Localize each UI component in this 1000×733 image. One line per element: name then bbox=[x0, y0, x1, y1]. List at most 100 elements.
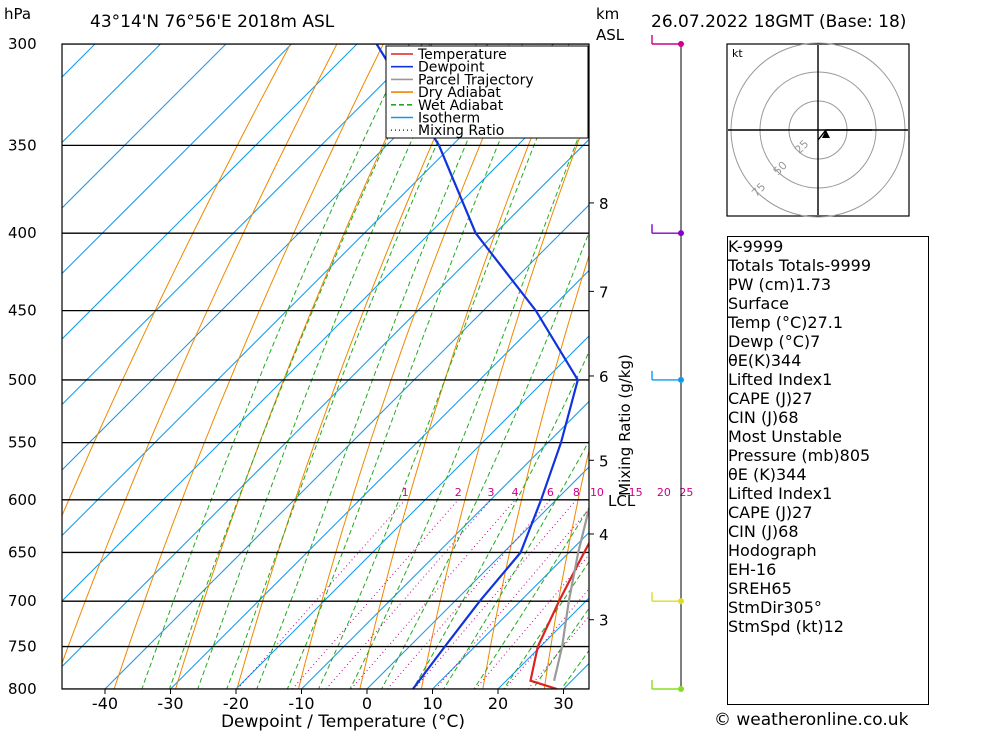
most-unstable-row: θE (K)344 bbox=[728, 465, 928, 484]
wet-adiabat-line bbox=[349, 108, 589, 689]
mixing-ratio-line bbox=[413, 499, 577, 689]
km-tick-label: 3 bbox=[599, 612, 609, 630]
km-tick-label: 6 bbox=[599, 368, 609, 386]
temperature-tick-label: -10 bbox=[288, 694, 314, 713]
km-tick-label: 7 bbox=[599, 283, 609, 301]
temperature-tick-label: -20 bbox=[223, 694, 249, 713]
index-row: PW (cm)1.73 bbox=[728, 275, 928, 294]
index-value: -9999 bbox=[824, 256, 872, 275]
plot-frame bbox=[61, 43, 590, 690]
temperature-tick-label: -30 bbox=[157, 694, 183, 713]
hodograph-param-label: SREH bbox=[728, 579, 772, 598]
surface-value: 344 bbox=[770, 351, 802, 370]
dry-adiabat-line bbox=[543, 448, 589, 689]
mixing-ratio-line bbox=[350, 499, 516, 689]
mixing-ratio-label: 20 bbox=[657, 486, 671, 499]
surface-row: Lifted Index1 bbox=[728, 370, 928, 389]
mixing-ratio-line bbox=[435, 508, 589, 689]
isotherm-line bbox=[170, 269, 589, 689]
most-unstable-value: 1 bbox=[822, 484, 833, 503]
isotherm-line bbox=[62, 44, 227, 209]
surface-label: Lifted Index bbox=[728, 370, 823, 389]
pressure-unit-label: hPa bbox=[4, 5, 32, 23]
km-tick-label: 5 bbox=[599, 452, 609, 470]
legend-entry-label: Wet Adiabat bbox=[418, 98, 504, 114]
hodograph-param-row: EH-16 bbox=[728, 560, 928, 579]
series-temperature-line bbox=[529, 541, 589, 689]
pressure-tick-label: 600 bbox=[8, 491, 37, 509]
legend-entry-label: Dry Adiabat bbox=[418, 85, 501, 101]
surface-row: Dewp (°C)7 bbox=[728, 332, 928, 351]
isotherm-line bbox=[432, 531, 589, 689]
wet-adiabat-line bbox=[380, 231, 589, 689]
copyright-credit: © weatheronline.co.uk bbox=[714, 710, 909, 730]
mixing-ratio-label: 1 bbox=[402, 486, 409, 499]
hodograph-param-value: 65 bbox=[771, 579, 792, 598]
hodograph-unit-label: kt bbox=[732, 47, 743, 60]
surface-value: 7 bbox=[810, 332, 821, 351]
most-unstable-value: 805 bbox=[839, 446, 871, 465]
isotherm-line bbox=[62, 44, 423, 406]
wet-adiabat-line bbox=[317, 44, 576, 689]
pressure-tick-label: 400 bbox=[8, 224, 37, 242]
most-unstable-row: CAPE (J)27 bbox=[728, 503, 928, 522]
isotherm-line bbox=[62, 44, 554, 537]
wet-adiabat-line bbox=[443, 439, 589, 689]
temperature-tick-label: 20 bbox=[488, 694, 508, 713]
most-unstable-label: Pressure (mb) bbox=[728, 446, 840, 465]
most-unstable-section-title: Most Unstable bbox=[728, 427, 842, 446]
dry-adiabat-line bbox=[420, 111, 589, 689]
lcl-label: LCL bbox=[608, 492, 636, 510]
sounding-datetime: 26.07.2022 18GMT (Base: 18) bbox=[651, 12, 907, 32]
most-unstable-row: Pressure (mb)805 bbox=[728, 446, 928, 465]
surface-label: CIN (J) bbox=[728, 408, 779, 427]
hodograph-param-label: StmDir bbox=[728, 598, 784, 617]
isotherm-line bbox=[235, 335, 589, 689]
dry-adiabat-line bbox=[62, 44, 291, 517]
legend-entry-label: Isotherm bbox=[418, 111, 480, 127]
isotherm-line bbox=[62, 44, 292, 275]
wet-adiabat-line bbox=[286, 44, 541, 689]
isotherm-line bbox=[301, 400, 589, 689]
km-tick-label: 4 bbox=[599, 526, 609, 544]
pressure-tick-label: 450 bbox=[8, 302, 37, 320]
wet-adiabat-line bbox=[168, 44, 433, 689]
asl-unit-label: ASL bbox=[596, 26, 625, 44]
wet-adiabat-line bbox=[226, 44, 482, 689]
hodograph-param-row: SREH65 bbox=[728, 579, 928, 598]
isotherm-line bbox=[62, 44, 358, 340]
hodograph-param-row: StmDir305° bbox=[728, 598, 928, 617]
surface-value: 27 bbox=[792, 389, 813, 408]
isotherm-line bbox=[62, 73, 589, 602]
index-label: K bbox=[728, 237, 737, 256]
hodograph-param-value: 12 bbox=[823, 617, 844, 636]
isotherm-line bbox=[366, 466, 589, 689]
temperature-tick-label: 0 bbox=[362, 694, 372, 713]
series-parcel-trajectory-line bbox=[553, 508, 589, 681]
mixing-ratio-line bbox=[325, 499, 492, 689]
most-unstable-label: Lifted Index bbox=[728, 484, 823, 503]
legend-entry-label: Temperature bbox=[417, 47, 507, 63]
pressure-tick-label: 800 bbox=[8, 680, 37, 698]
pressure-tick-label: 500 bbox=[8, 371, 37, 389]
most-unstable-label: CIN (J) bbox=[728, 522, 779, 541]
mixing-ratio-line bbox=[475, 554, 589, 689]
index-label: Totals Totals bbox=[728, 256, 825, 275]
surface-row: CIN (J)68 bbox=[728, 408, 928, 427]
temperature-tick-label: -40 bbox=[92, 694, 118, 713]
most-unstable-value: 344 bbox=[775, 465, 807, 484]
station-location-title: 43°14'N 76°56'E 2018m ASL bbox=[90, 12, 335, 32]
temperature-tick-label: 10 bbox=[422, 694, 442, 713]
pressure-tick-label: 300 bbox=[8, 35, 37, 53]
isotherm-line bbox=[104, 204, 589, 689]
hodograph-param-value: 305° bbox=[783, 598, 822, 617]
surface-label: Dewp (°C) bbox=[728, 332, 811, 351]
most-unstable-label: CAPE (J) bbox=[728, 503, 793, 522]
mixing-ratio-label: 10 bbox=[590, 486, 604, 499]
series-dewpoint-line bbox=[375, 44, 579, 689]
mixing-ratio-label: 3 bbox=[488, 486, 495, 499]
mixing-ratio-line bbox=[387, 499, 551, 689]
wet-adiabat-line bbox=[256, 44, 510, 689]
